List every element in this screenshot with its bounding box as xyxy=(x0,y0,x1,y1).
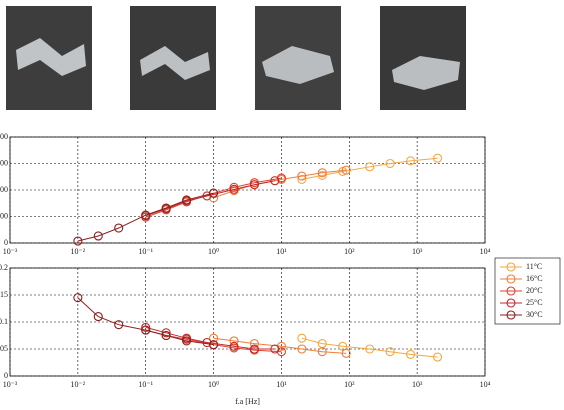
y-tick-label: 0.2 xyxy=(0,263,8,272)
x-tick-label: 10⁻³ xyxy=(3,380,18,389)
x-tick-label: 10³ xyxy=(412,247,423,256)
y-tick-label: 0.15 xyxy=(0,290,8,299)
y-tick-label: 0 xyxy=(4,238,8,247)
page: 10⁻³10⁻²10⁻¹10⁰10¹10²10³10⁴00000000010⁻³… xyxy=(0,0,564,410)
x-tick-label: 10² xyxy=(344,247,355,256)
legend-label: 16°C xyxy=(526,274,543,283)
y-tick-label: 0.05 xyxy=(0,344,8,353)
x-tick-label: 10⁻³ xyxy=(3,247,18,256)
x-tick-label: 10⁰ xyxy=(208,380,219,389)
x-tick-label: 10⁴ xyxy=(480,380,491,389)
x-tick-label: 10¹ xyxy=(276,380,287,389)
photos xyxy=(6,6,466,110)
x-tick-label: 10⁻¹ xyxy=(138,380,153,389)
x-tick-label: 10¹ xyxy=(276,247,287,256)
x-tick-label: 10⁻² xyxy=(71,247,86,256)
x-tick-label: 10⁻¹ xyxy=(138,247,153,256)
legend-label: 20°C xyxy=(526,286,543,295)
figure: 10⁻³10⁻²10⁻¹10⁰10¹10²10³10⁴00000000010⁻³… xyxy=(0,0,564,410)
legend-label: 25°C xyxy=(526,298,543,307)
y-tick-label: 0 xyxy=(4,371,8,380)
y-tick-label: 00 xyxy=(0,185,8,194)
x-tick-label: 10⁰ xyxy=(208,247,219,256)
y-tick-label: 0.1 xyxy=(0,317,8,326)
x-tick-label: 10⁻² xyxy=(71,380,86,389)
y-tick-label: 00 xyxy=(0,158,8,167)
x-tick-label: 10⁴ xyxy=(480,247,491,256)
y-tick-label: 00 xyxy=(0,132,8,141)
y-tick-label: 00 xyxy=(0,211,8,220)
legend-label: 30°C xyxy=(526,310,543,319)
x-tick-label: 10³ xyxy=(412,380,423,389)
legend-label: 11°C xyxy=(526,262,542,271)
x-axis-label: f.a [Hz] xyxy=(235,397,260,406)
x-tick-label: 10² xyxy=(344,380,355,389)
